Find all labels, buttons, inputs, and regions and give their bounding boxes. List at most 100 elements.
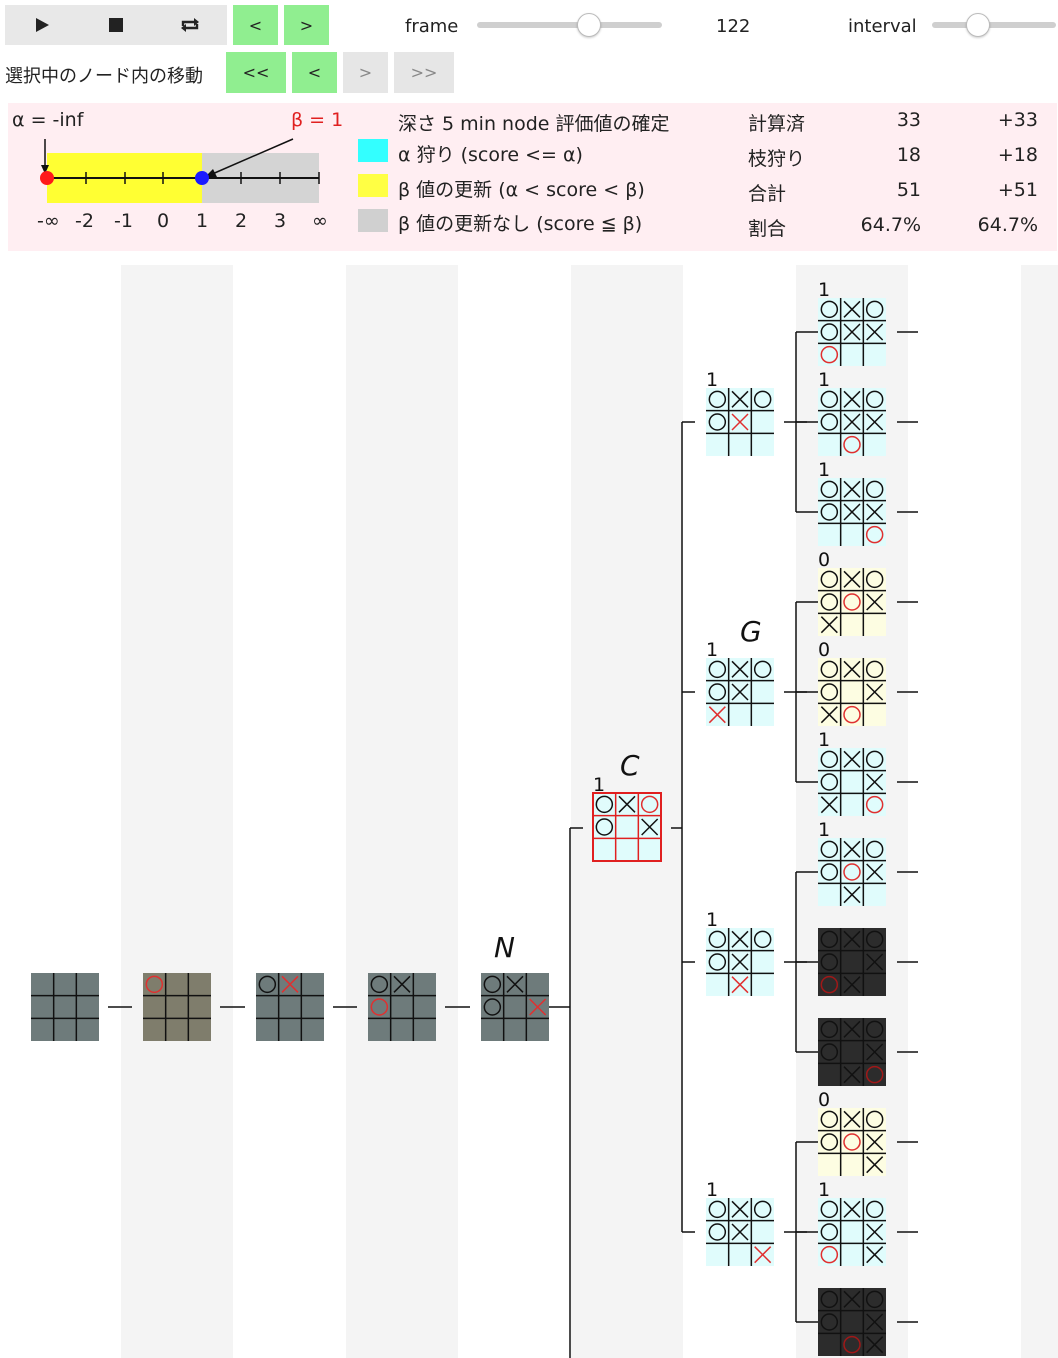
circle-mark <box>820 1245 839 1264</box>
board-node[interactable] <box>818 1018 886 1086</box>
circle-mark <box>145 975 164 994</box>
node-score: 1 <box>706 369 718 391</box>
interval-slider[interactable] <box>932 22 1056 28</box>
circle-mark <box>820 1133 839 1151</box>
stats-delta: 64.7% <box>977 214 1038 236</box>
cross-mark <box>731 390 749 408</box>
cross-mark <box>843 323 861 341</box>
board-node[interactable] <box>818 1288 886 1356</box>
circle-mark <box>843 863 861 881</box>
cross-mark <box>843 660 861 678</box>
circle-mark <box>708 930 727 949</box>
board-node[interactable] <box>143 973 211 1041</box>
board-node[interactable] <box>818 928 886 996</box>
board-node[interactable] <box>818 1108 886 1176</box>
board-background <box>818 838 886 906</box>
circle-mark <box>708 683 727 701</box>
circle-mark <box>820 773 839 791</box>
cross-mark <box>843 1200 861 1218</box>
frame-slider-handle[interactable] <box>577 13 601 37</box>
frame-slider[interactable] <box>477 22 662 28</box>
board-node[interactable] <box>818 658 886 726</box>
alpha-marker <box>40 171 54 185</box>
board-node[interactable] <box>481 973 549 1041</box>
play-button[interactable] <box>5 5 79 45</box>
play-icon <box>36 18 49 32</box>
circle-mark <box>820 323 839 341</box>
stats-value: 33 <box>896 109 921 131</box>
repeat-button[interactable] <box>153 5 227 45</box>
node-score: 1 <box>593 774 605 796</box>
interval-slider-handle[interactable] <box>966 13 990 37</box>
board-node[interactable] <box>31 973 99 1041</box>
node-score: 1 <box>706 909 718 931</box>
board-node[interactable] <box>706 1198 774 1266</box>
tick-label: 3 <box>274 210 287 232</box>
node-first-button[interactable]: << <box>226 52 286 93</box>
board-node[interactable] <box>592 792 662 862</box>
legend-item-beta-update: β 値の更新 (α < score < β) <box>398 179 645 201</box>
board-background <box>256 973 324 1041</box>
node-score: 1 <box>706 1179 718 1201</box>
circle-mark <box>640 795 659 814</box>
circle-mark <box>820 953 839 971</box>
board-node[interactable] <box>368 973 436 1041</box>
cross-mark <box>866 1133 884 1151</box>
board-node[interactable] <box>818 1198 886 1266</box>
prev-frame-button[interactable]: < <box>233 5 278 45</box>
stop-button[interactable] <box>79 5 153 45</box>
cross-mark <box>843 503 861 521</box>
board-node[interactable] <box>818 478 886 546</box>
cross-mark <box>618 795 636 813</box>
next-frame-button[interactable]: > <box>284 5 329 45</box>
cross-mark <box>731 413 749 431</box>
cross-mark <box>820 616 838 634</box>
stats-label: 割合 <box>748 218 787 240</box>
circle-mark <box>595 795 614 814</box>
circle-mark <box>370 975 389 994</box>
cross-mark <box>866 413 884 431</box>
circle-mark <box>865 480 884 499</box>
circle-mark <box>483 998 502 1016</box>
cross-mark <box>866 683 884 701</box>
circle-mark <box>843 1335 861 1354</box>
cross-mark <box>866 1223 884 1241</box>
legend-swatch-gray <box>358 209 388 232</box>
board-node[interactable] <box>818 298 886 366</box>
board-node[interactable] <box>706 388 774 456</box>
node-last-button[interactable]: >> <box>394 52 454 93</box>
circle-mark <box>370 998 389 1016</box>
stats-label: 合計 <box>748 183 787 205</box>
cross-mark <box>843 840 861 858</box>
cross-mark <box>843 1020 861 1038</box>
node-next-button[interactable]: > <box>343 52 388 93</box>
alpha-label: α = -inf <box>12 109 84 131</box>
cross-mark <box>866 773 884 791</box>
board-node[interactable] <box>256 973 324 1041</box>
board-node[interactable] <box>706 928 774 996</box>
circle-mark <box>753 1200 772 1219</box>
board-node[interactable] <box>818 568 886 636</box>
stats-delta: +18 <box>997 144 1038 166</box>
cross-mark <box>866 1156 884 1174</box>
circle-mark <box>820 1020 839 1039</box>
node-score: 1 <box>818 1179 830 1201</box>
circle-mark <box>865 930 884 949</box>
tick-label: ∞ <box>312 210 328 232</box>
circle-mark <box>753 390 772 409</box>
node-score: 1 <box>818 729 830 751</box>
tick-label: -∞ <box>37 210 60 232</box>
circle-mark <box>820 975 839 994</box>
board-node[interactable] <box>818 838 886 906</box>
board-node[interactable] <box>818 748 886 816</box>
circle-mark <box>820 863 839 881</box>
circle-mark <box>820 840 839 859</box>
board-node[interactable] <box>818 388 886 456</box>
frame-label: frame <box>405 16 459 37</box>
board-node[interactable] <box>706 658 774 726</box>
node-prev-button[interactable]: < <box>292 52 337 93</box>
cross-mark <box>843 750 861 768</box>
cross-mark <box>731 930 749 948</box>
circle-mark <box>820 1110 839 1129</box>
cross-mark <box>866 323 884 341</box>
